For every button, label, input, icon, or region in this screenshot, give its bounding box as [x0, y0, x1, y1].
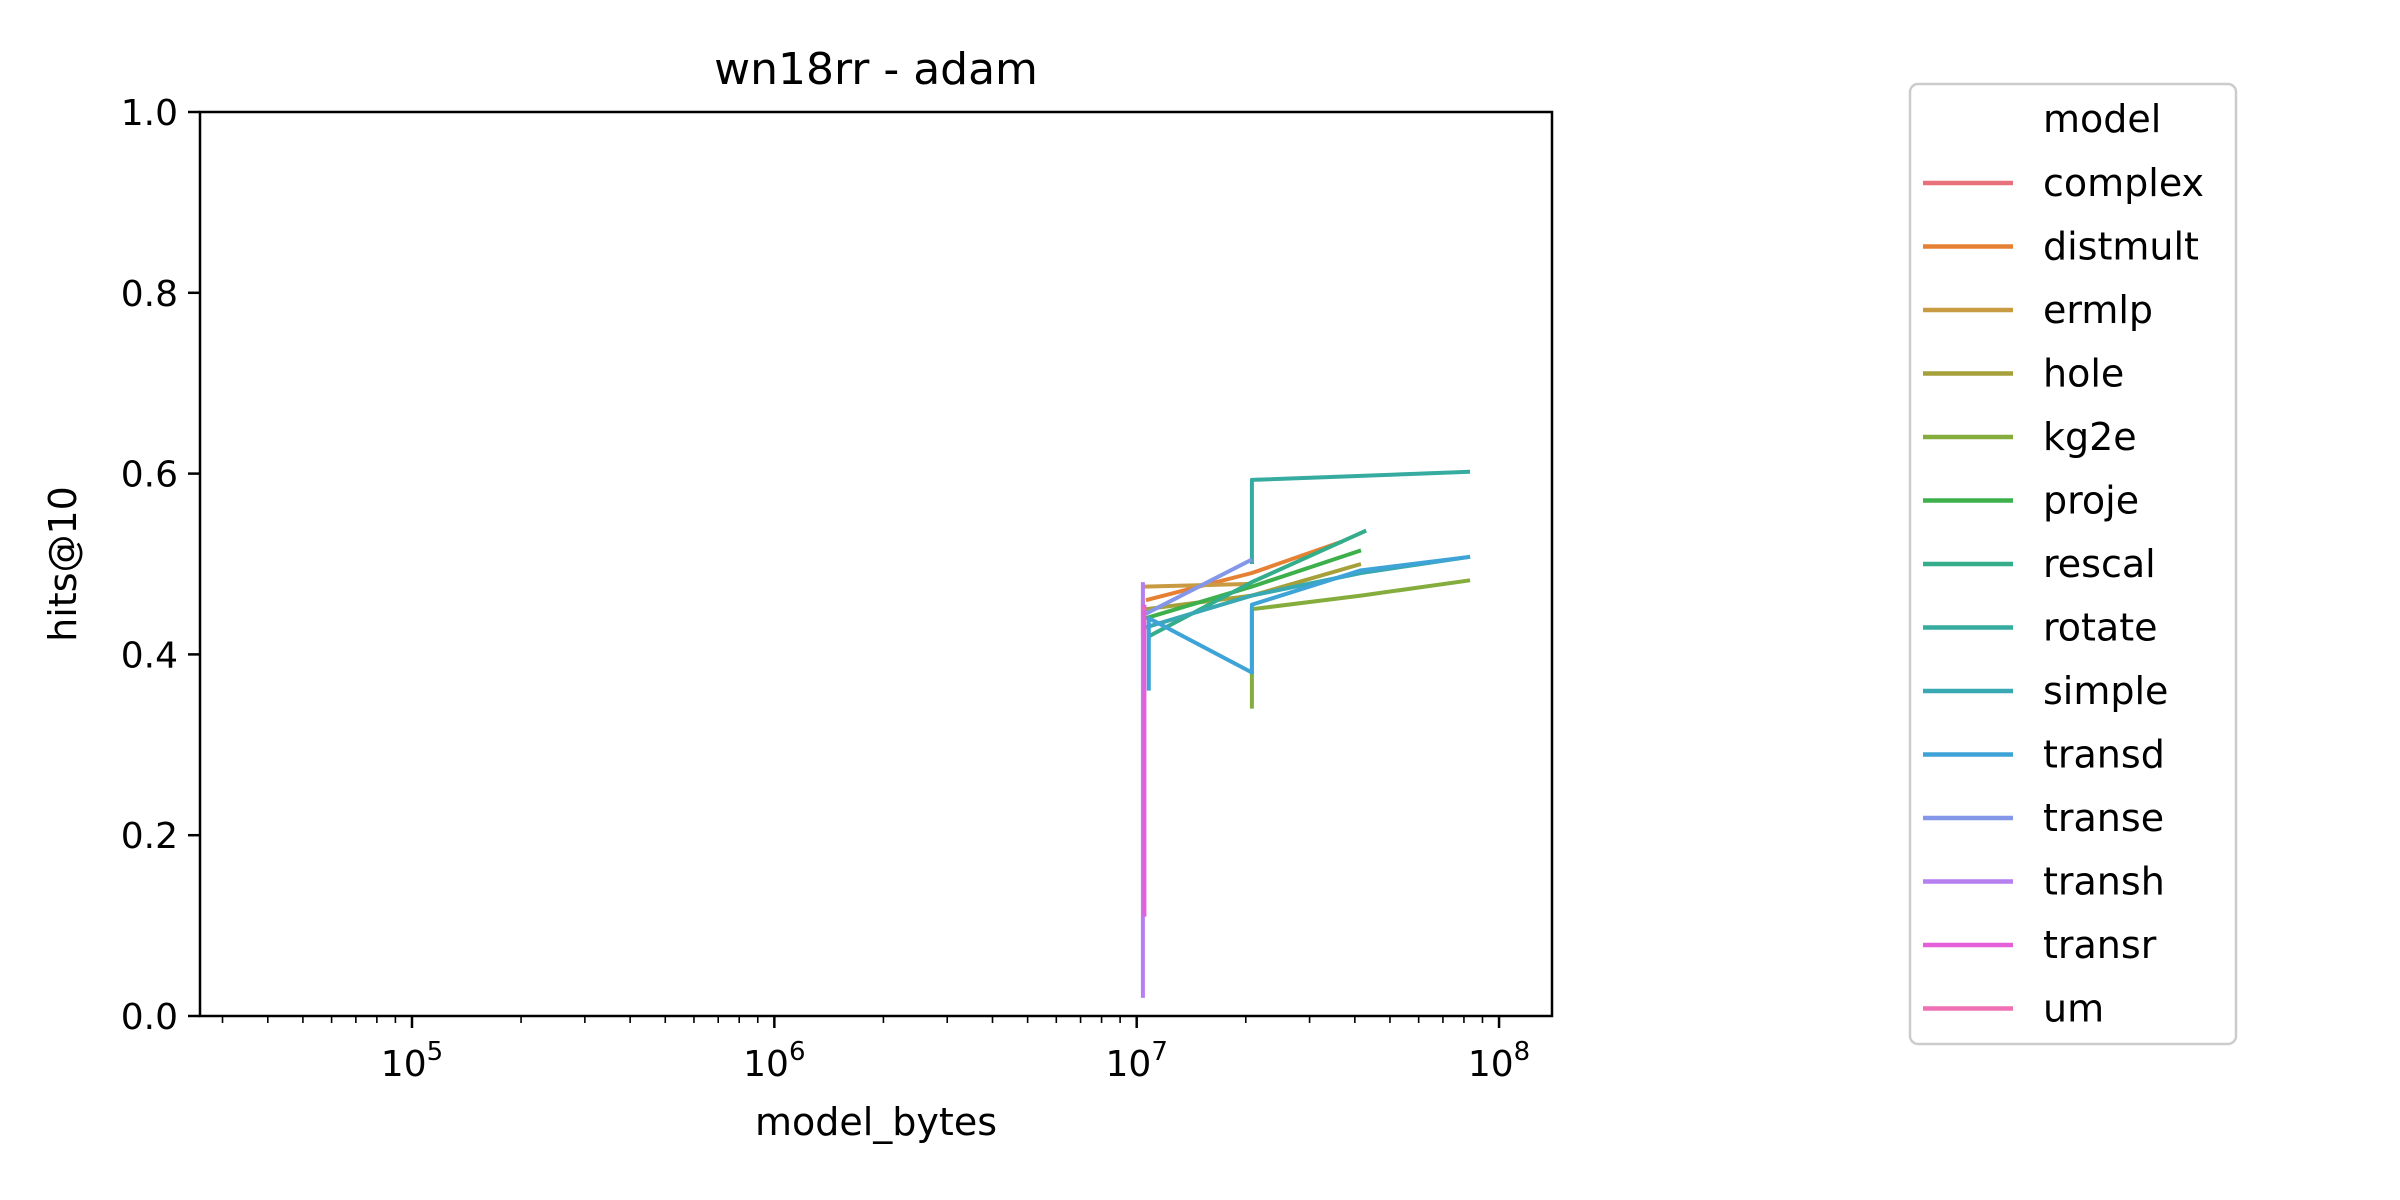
- legend-label-rescal: rescal: [2043, 542, 2156, 586]
- legend: model complex distmult ermlp hole kg2e proje r…: [1908, 82, 2238, 1046]
- legend-label-distmult: distmult: [2043, 225, 2199, 269]
- x-tick-label-0: 105: [381, 1037, 443, 1085]
- y-tick-label-1: 0.2: [121, 816, 178, 857]
- legend-frame: [1908, 82, 2238, 1046]
- legend-label-rotate: rotate: [2043, 606, 2158, 650]
- series-line-distmult: [1145, 539, 1344, 603]
- y-tick-label-3: 0.6: [121, 455, 178, 496]
- legend-title: model: [2043, 97, 2161, 141]
- y-tick-label-0: 0.0: [121, 997, 178, 1038]
- chart-title: wn18rr - adam: [714, 44, 1038, 95]
- series-line-um: [1141, 606, 1146, 610]
- y-axis: 0.0 0.2 0.4 0.6 0.8 1.0: [121, 93, 200, 1038]
- legend-label-transr: transr: [2043, 923, 2157, 967]
- y-tick-label-5: 1.0: [121, 93, 178, 134]
- series-line-rotate: [1249, 469, 1471, 564]
- series-line-kg2e: [1249, 578, 1471, 709]
- series-line-transd: [1146, 554, 1471, 691]
- legend-label-um: um: [2043, 987, 2104, 1031]
- y-axis-label: hits@10: [41, 486, 85, 642]
- series-line-proje: [1145, 548, 1362, 621]
- series-line-transe: [1144, 557, 1253, 616]
- legend-label-ermlp: ermlp: [2043, 288, 2153, 332]
- y-tick-label-4: 0.8: [121, 274, 178, 315]
- x-axis-label: model_bytes: [755, 1100, 997, 1144]
- legend-label-complex: complex: [2043, 161, 2204, 205]
- legend-label-transe: transe: [2043, 796, 2164, 840]
- legend-label-kg2e: kg2e: [2043, 415, 2137, 459]
- plot-frame: [198, 110, 1554, 1018]
- x-tick-label-3: 108: [1468, 1037, 1530, 1085]
- legend-label-transh: transh: [2043, 860, 2165, 904]
- legend-label-transd: transd: [2043, 733, 2165, 777]
- x-tick-label-1: 106: [743, 1037, 805, 1085]
- x-tick-label-2: 107: [1106, 1037, 1168, 1085]
- y-tick-label-2: 0.4: [121, 635, 178, 676]
- x-axis: 105 106 107 108: [221, 1016, 1530, 1085]
- legend-label-simple: simple: [2043, 669, 2168, 713]
- legend-label-proje: proje: [2043, 479, 2139, 523]
- plot-area: [1140, 469, 1471, 998]
- legend-label-hole: hole: [2043, 352, 2124, 396]
